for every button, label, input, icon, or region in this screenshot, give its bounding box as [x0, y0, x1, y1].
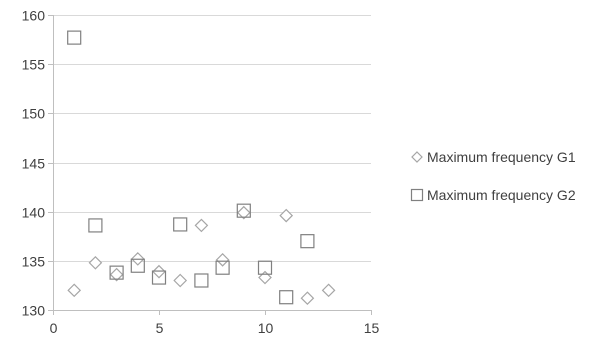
legend: Maximum frequency G1 Maximum frequency G2 — [410, 149, 576, 203]
g2-square-point — [300, 234, 315, 249]
axes — [48, 15, 372, 315]
g1-diamond-point — [321, 283, 336, 298]
g2-square-point — [194, 273, 209, 288]
legend-label: Maximum frequency G2 — [427, 187, 576, 203]
y-tick-label: 145 — [22, 156, 46, 172]
g2-square-point — [88, 218, 103, 233]
x-tick-label: 15 — [364, 320, 380, 336]
y-tick-label: 135 — [22, 254, 46, 270]
g2-square-point — [279, 290, 294, 305]
g1-diamond-point — [109, 267, 124, 282]
legend-label: Maximum frequency G1 — [427, 149, 576, 165]
g1-diamond-point — [88, 255, 103, 270]
y-tick-label: 140 — [22, 205, 46, 221]
g1-diamond-point — [173, 273, 188, 288]
g1-diamond-point — [236, 205, 251, 220]
g2-square-point — [109, 265, 124, 280]
g2-square-point — [67, 30, 82, 45]
x-tick-label: 10 — [258, 320, 274, 336]
g1-diamond-point — [279, 208, 294, 223]
g1-diamond-point — [258, 270, 272, 285]
tick-labels: 130 135 140 145 150 155 160 0 5 10 15 — [22, 8, 380, 337]
g1-diamond-point — [215, 253, 230, 267]
g2-square-point — [215, 260, 230, 275]
g1-diamond-point — [194, 218, 209, 233]
data-points — [67, 30, 336, 306]
legend-g2-square-icon — [410, 188, 424, 202]
y-tick-label: 150 — [22, 106, 46, 122]
gridlines — [53, 15, 371, 262]
g2-square-point — [130, 258, 145, 273]
g2-square-point — [151, 270, 167, 285]
g2-square-point — [236, 203, 251, 218]
x-tick-label: 0 — [50, 320, 58, 336]
g1-diamond-point — [67, 283, 82, 298]
g1-diamond-point — [300, 291, 315, 306]
legend-g1-diamond-icon — [411, 151, 423, 163]
x-tick-label: 5 — [156, 320, 164, 336]
g1-diamond-point — [152, 264, 166, 279]
g2-square-point — [257, 260, 273, 275]
y-tick-label: 155 — [22, 57, 46, 73]
y-tick-label: 160 — [22, 8, 46, 24]
y-tick-label: 130 — [22, 303, 46, 319]
g2-square-point — [173, 217, 188, 232]
